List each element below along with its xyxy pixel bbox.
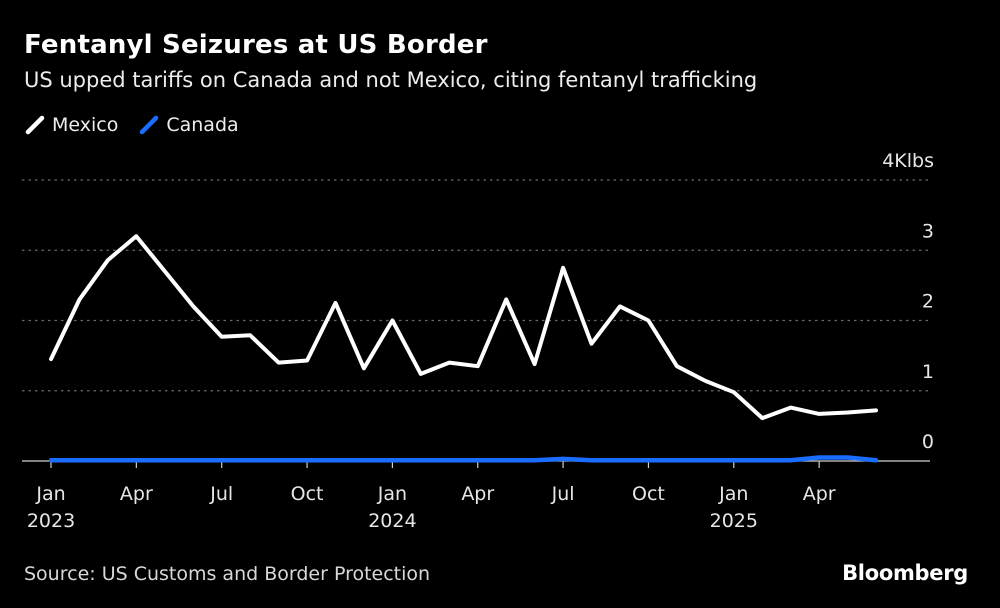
y-tick-label-4: 4Klbs: [882, 150, 934, 172]
legend-label-canada: Canada: [166, 114, 239, 136]
legend-item-mexico: Mexico: [24, 114, 118, 136]
x-tick-label-2023-07: Jul: [209, 483, 233, 505]
x-tick-label-2023-10: Oct: [291, 483, 324, 505]
x-tick-label-2025-01: Jan: [718, 483, 748, 505]
x-tick-label-2023-01: Jan: [35, 483, 65, 505]
y-tick-label-1: 1: [922, 361, 934, 383]
chart-subtitle: US upped tariffs on Canada and not Mexic…: [24, 68, 758, 92]
legend-swatch-mexico: [25, 115, 45, 135]
x-tick-year-2024: 2024: [368, 510, 416, 532]
x-tick-label-2023-04: Apr: [120, 483, 153, 505]
y-tick-label-0: 0: [922, 431, 934, 453]
y-tick-label-2: 2: [922, 291, 934, 313]
legend-swatch-canada: [140, 115, 159, 135]
legend-item-canada: Canada: [138, 114, 239, 136]
chart-title: Fentanyl Seizures at US Border: [24, 30, 488, 60]
x-tick-year-2025: 2025: [710, 510, 758, 532]
legend-label-mexico: Mexico: [52, 114, 119, 136]
x-tick-label-2024-10: Oct: [632, 483, 665, 505]
x-tick-label-2025-04: Apr: [803, 483, 836, 505]
x-tick-label-2024-04: Apr: [461, 483, 494, 505]
x-tick-label-2024-07: Jul: [551, 483, 575, 505]
x-tick-label-2024-01: Jan: [377, 483, 407, 505]
bloomberg-logo: Bloomberg: [842, 561, 968, 585]
y-tick-label-3: 3: [922, 220, 934, 242]
series-line-mexico: [49, 234, 878, 421]
series-line-canada: [48, 455, 879, 463]
x-tick-year-2023: 2023: [27, 510, 75, 532]
legend: Mexico Canada: [24, 114, 259, 136]
source-note: Source: US Customs and Border Protection: [24, 563, 431, 585]
